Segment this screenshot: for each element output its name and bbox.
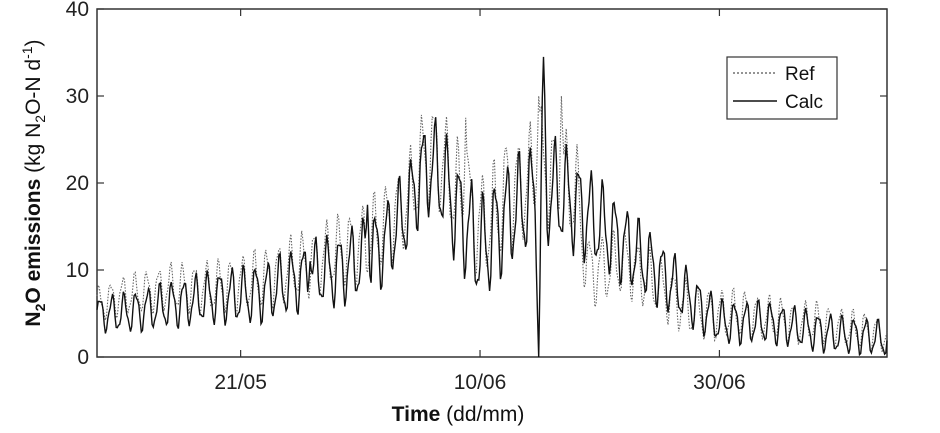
y-axis-title-sub: 2 <box>32 303 48 311</box>
x-axis-title-unit: (dd/mm) <box>446 403 524 426</box>
legend-ref-label: Ref <box>785 64 815 85</box>
y-axis-title: N2O emissions (kg N2O-N d-1) <box>19 39 48 326</box>
y-tick-label: 30 <box>66 85 89 108</box>
y-axis-title-unit-sup: -1 <box>19 46 35 59</box>
legend-box <box>726 56 838 120</box>
y-axis-title-main: O emissions <box>22 179 45 304</box>
x-axis-title-main: Time <box>392 403 441 426</box>
y-axis-title-unit-sub: 2 <box>32 115 48 123</box>
legend-calc-label: Calc <box>785 92 823 113</box>
series-layer <box>96 56 888 358</box>
series-calc-line <box>96 56 888 358</box>
y-axis-title-n: N <box>22 311 45 326</box>
y-axis-title-unit-mid: O-N d <box>22 59 45 115</box>
y-axis-title-unit-post: ) <box>22 39 45 46</box>
y-tick-label: 40 <box>66 0 89 21</box>
x-tick-label: 21/05 <box>214 371 267 394</box>
y-tick-label: 0 <box>77 346 89 369</box>
y-tick-label: 20 <box>66 172 89 195</box>
y-tick-label: 10 <box>66 259 89 282</box>
legend: Ref Calc <box>726 56 838 120</box>
x-axis-title: Time (dd/mm) <box>392 403 525 426</box>
y-axis-title-unit-pre: (kg N <box>22 123 45 179</box>
series-ref-line <box>96 95 888 355</box>
x-tick-label: 10/06 <box>454 371 507 394</box>
x-axis: 21/05 10/06 30/06 <box>214 9 746 394</box>
y-axis: 0 10 20 30 40 <box>66 0 887 369</box>
x-tick-label: 30/06 <box>693 371 746 394</box>
